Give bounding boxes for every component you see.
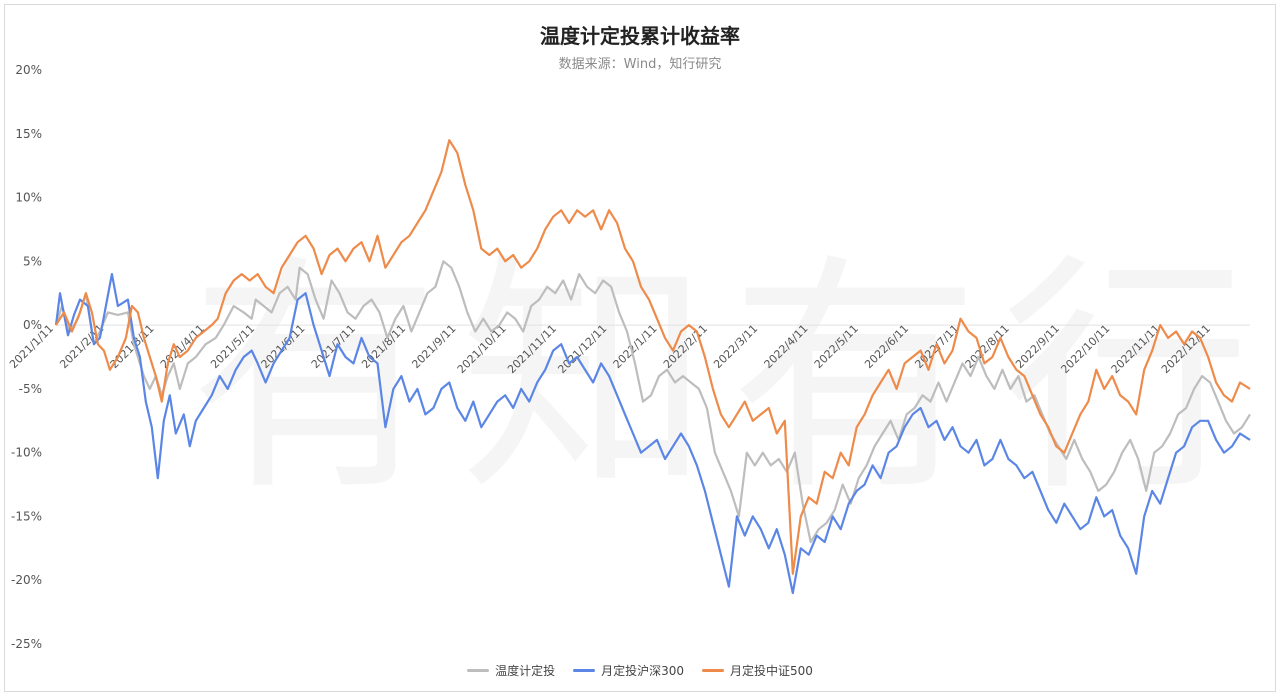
legend-swatch — [702, 669, 724, 672]
legend-item-2[interactable]: 月定投沪深300 — [573, 662, 684, 679]
x-tick-label: 2022/5/11 — [812, 322, 861, 371]
legend-label: 月定投中证500 — [730, 664, 813, 678]
legend-item-1[interactable]: 温度计定投 — [467, 662, 555, 679]
chart-subtitle: 数据来源：Wind，知行研究 — [558, 57, 722, 72]
legend-swatch — [467, 669, 490, 672]
y-tick-label: -15% — [11, 509, 42, 523]
x-tick-label: 2022/11/11 — [1109, 322, 1163, 376]
x-tick-label: 2021/11/11 — [505, 322, 559, 376]
y-tick-label: -10% — [11, 446, 42, 460]
chart-frame — [4, 4, 1276, 692]
x-tick-label: 2022/4/11 — [762, 322, 811, 371]
chart-title: 温度计定投累计收益率 — [540, 24, 740, 48]
y-tick-label: -25% — [11, 637, 42, 651]
series-line-1 — [54, 260, 1251, 544]
y-tick-label: -5% — [19, 382, 42, 396]
x-tick-label: 2022/9/11 — [1013, 322, 1062, 371]
legend-swatch — [573, 669, 596, 672]
x-tick-label: 2021/10/11 — [455, 322, 509, 376]
y-tick-label: -20% — [11, 573, 42, 587]
legend-label: 月定投沪深300 — [601, 664, 684, 678]
chart-legend: 温度计定投 月定投沪深300 月定投中证500 — [0, 662, 1280, 679]
y-tick-label: 0% — [23, 318, 42, 332]
x-tick-label: 2021/5/11 — [208, 322, 257, 371]
x-tick-label: 2022/10/11 — [1058, 322, 1112, 376]
y-tick-label: 15% — [15, 127, 42, 141]
legend-item-3[interactable]: 月定投中证500 — [702, 662, 813, 679]
series-line-2 — [54, 273, 1251, 595]
y-tick-label: 5% — [23, 254, 42, 268]
y-tick-label: 20% — [15, 63, 42, 77]
x-tick-label: 2021/9/11 — [409, 322, 458, 371]
series-line-3 — [55, 139, 1251, 575]
x-tick-label: 2021/4/11 — [158, 322, 207, 371]
legend-label: 温度计定投 — [495, 664, 556, 678]
x-tick-label: 2022/3/11 — [711, 322, 760, 371]
y-tick-label: 10% — [15, 191, 42, 205]
